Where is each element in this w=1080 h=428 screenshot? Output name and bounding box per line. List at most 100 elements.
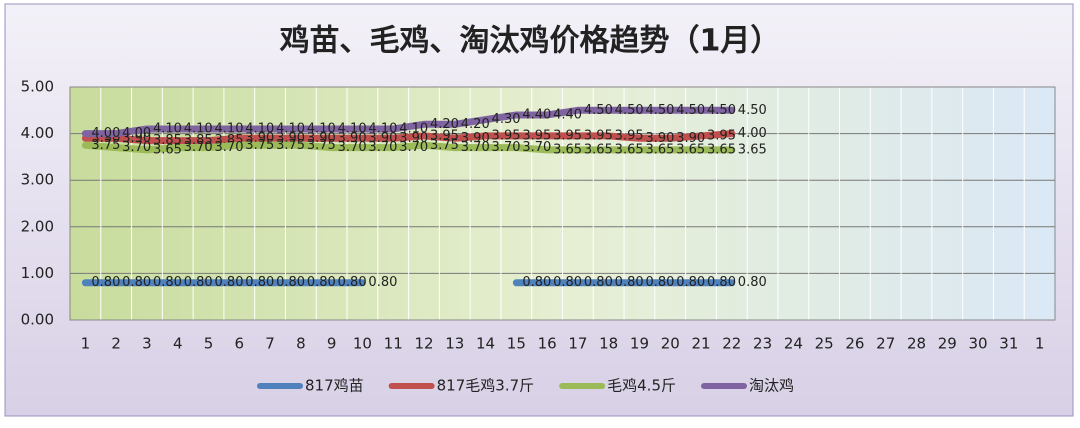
y-tick-label: 1.00: [21, 264, 54, 282]
data-label: 4.10: [368, 121, 397, 136]
data-label: 0.80: [707, 275, 736, 290]
data-label: 4.10: [338, 121, 367, 136]
x-tick-label: 26: [845, 335, 864, 353]
data-label: 3.70: [122, 140, 151, 155]
data-label: 0.80: [522, 275, 551, 290]
legend-label: 817毛鸡3.7斤: [437, 377, 535, 395]
data-label: 4.10: [153, 121, 182, 136]
data-label: 4.00: [122, 126, 151, 141]
y-tick-label: 0.00: [21, 311, 54, 329]
data-label: 3.95: [492, 128, 521, 143]
data-label: 3.70: [338, 140, 367, 155]
data-label: 3.95: [553, 128, 582, 143]
data-label: 4.40: [522, 107, 551, 122]
data-label: 3.75: [430, 138, 459, 153]
data-label: 4.50: [707, 103, 736, 118]
x-tick-label: 21: [691, 335, 710, 353]
data-label: 3.65: [553, 142, 582, 157]
data-label: 3.75: [276, 138, 305, 153]
legend-label: 毛鸡4.5斤: [607, 377, 676, 395]
data-label: 0.80: [584, 275, 613, 290]
data-label: 0.80: [153, 275, 182, 290]
data-label: 4.50: [676, 103, 705, 118]
x-tick-label: 16: [538, 335, 557, 353]
x-tick-label: 30: [969, 335, 988, 353]
legend-label: 淘汰鸡: [749, 377, 794, 395]
data-label: 4.20: [430, 117, 459, 132]
data-label: 0.80: [738, 275, 767, 290]
data-label: 3.90: [645, 131, 674, 146]
x-tick-label: 29: [938, 335, 957, 353]
data-label: 3.75: [245, 138, 274, 153]
data-label: 3.70: [368, 140, 397, 155]
data-label: 3.90: [368, 131, 397, 146]
data-label: 0.80: [645, 275, 674, 290]
x-tick-label: 28: [907, 335, 926, 353]
y-tick-label: 2.00: [21, 217, 54, 235]
data-label: 3.90: [338, 131, 367, 146]
data-label: 3.75: [307, 138, 336, 153]
x-tick-label: 12: [414, 335, 433, 353]
data-label: 3.70: [184, 140, 213, 155]
data-label: 3.65: [153, 142, 182, 157]
data-label: 3.90: [676, 131, 705, 146]
x-tick-label: 27: [876, 335, 895, 353]
data-label: 4.10: [184, 121, 213, 136]
plot-border: [69, 86, 1056, 321]
x-tick-label: 1: [1035, 335, 1045, 353]
x-tick-label: 31: [999, 335, 1018, 353]
data-label: 3.70: [399, 140, 428, 155]
y-tick-label: 5.00: [21, 78, 54, 96]
data-label: 0.80: [245, 275, 274, 290]
x-tick-label: 24: [784, 335, 803, 353]
data-label: 3.65: [645, 142, 674, 157]
x-tick-label: 2: [111, 335, 121, 353]
x-tick-label: 23: [753, 335, 772, 353]
x-tick-label: 11: [384, 335, 403, 353]
x-tick-label: 20: [661, 335, 680, 353]
data-label: 4.20: [461, 117, 490, 132]
data-label: 3.65: [615, 142, 644, 157]
x-tick-label: 4: [173, 335, 183, 353]
data-label: 0.80: [307, 275, 336, 290]
series-line: [81, 141, 736, 154]
x-tick-label: 5: [204, 335, 214, 353]
data-label: 4.10: [276, 121, 305, 136]
x-tick-label: 19: [630, 335, 649, 353]
series-line: [81, 130, 736, 145]
data-label: 0.80: [215, 275, 244, 290]
data-label: 3.95: [584, 128, 613, 143]
data-label: 3.70: [492, 140, 521, 155]
x-tick-label: 22: [722, 335, 741, 353]
data-label: 4.50: [615, 103, 644, 118]
data-label: 0.80: [184, 275, 213, 290]
data-label: 3.70: [461, 140, 490, 155]
chart-title: 鸡苗、毛鸡、淘汰鸡价格趋势（1月）: [280, 24, 781, 59]
data-label: 0.80: [615, 275, 644, 290]
data-label: 3.65: [707, 142, 736, 157]
x-tick-label: 13: [445, 335, 464, 353]
y-tick-label: 3.00: [21, 171, 54, 189]
data-label: 4.50: [738, 103, 767, 118]
data-label: 4.10: [307, 121, 336, 136]
data-label: 4.10: [399, 121, 428, 136]
data-label: 4.50: [645, 103, 674, 118]
data-label: 3.90: [307, 131, 336, 146]
data-label: 3.75: [91, 138, 120, 153]
x-tick-label: 9: [327, 335, 337, 353]
data-label: 0.80: [338, 275, 367, 290]
x-tick-label: 25: [815, 335, 834, 353]
data-label: 3.65: [584, 142, 613, 157]
data-label: 4.10: [245, 121, 274, 136]
data-label: 3.95: [430, 128, 459, 143]
data-label: 4.30: [492, 112, 521, 127]
data-label: 3.65: [738, 142, 767, 157]
data-label: 4.00: [738, 126, 767, 141]
x-tick-label: 3: [142, 335, 152, 353]
data-label: 3.65: [676, 142, 705, 157]
data-label: 4.00: [91, 126, 120, 141]
data-label: 0.80: [676, 275, 705, 290]
x-tick-label: 17: [568, 335, 587, 353]
data-label: 3.90: [461, 131, 490, 146]
